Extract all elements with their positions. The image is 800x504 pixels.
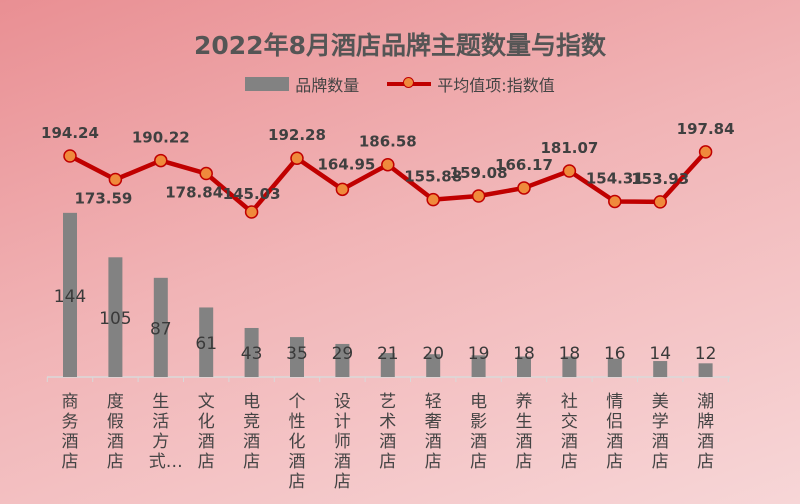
bar [380, 353, 395, 377]
line-marker [154, 153, 168, 168]
line-marker [290, 151, 304, 165]
line-marker [63, 149, 77, 163]
x-tick-label: 电竞酒店 [243, 392, 261, 472]
line-marker [653, 195, 667, 209]
line-marker [608, 194, 622, 209]
line-value-label: 186.58 [359, 133, 417, 151]
x-tick-label: 美学酒店 [651, 392, 669, 472]
x-tick-label: 文化酒店 [197, 392, 215, 472]
line-marker [108, 172, 123, 187]
bar [607, 358, 622, 377]
bar [653, 361, 668, 377]
x-tick-label: 设计师酒店 [333, 392, 351, 492]
bar [199, 307, 214, 377]
legend-line-swatch [387, 77, 432, 88]
line-marker [426, 192, 440, 207]
bar-value-label: 19 [468, 344, 490, 364]
x-tick-label: 养生酒店 [515, 392, 533, 472]
bar-value-label: 16 [604, 344, 626, 364]
line-marker [562, 164, 577, 178]
x-tick-label: 艺术酒店 [379, 392, 397, 472]
bar-value-label: 61 [195, 334, 217, 354]
bar-value-label: 35 [286, 344, 308, 364]
x-tick-label: 潮牌酒店 [697, 392, 715, 472]
bar [698, 363, 713, 377]
bar [426, 354, 441, 377]
bar [471, 355, 486, 377]
line-value-label: 192.28 [268, 126, 326, 144]
line-value-label: 178.84 [165, 184, 223, 202]
line-value-label: 190.22 [132, 129, 190, 147]
line-marker [471, 189, 486, 203]
bar [290, 337, 304, 377]
line-marker [381, 157, 395, 172]
line-value-label: 154.31 [586, 169, 644, 187]
x-tick-label: 个性化酒店 [288, 392, 306, 492]
bar [517, 356, 531, 377]
line-value-label: 155.88 [404, 168, 462, 186]
bar [562, 356, 577, 377]
line-marker [335, 182, 350, 197]
x-tick-label: 电影酒店 [470, 392, 488, 472]
line-value-label: 145.03 [223, 185, 281, 203]
bar [335, 343, 350, 377]
line-marker [199, 166, 213, 181]
legend-label: 品牌数量 [295, 76, 360, 95]
x-tick-label: 情侣酒店 [606, 392, 624, 472]
line-value-label: 159.08 [450, 164, 508, 182]
bar-value-label: 12 [695, 344, 717, 364]
bar-value-label: 144 [54, 287, 86, 307]
bar-value-label: 43 [241, 344, 263, 364]
bar-value-label: 18 [513, 344, 535, 364]
bar-value-label: 29 [332, 344, 354, 364]
line-value-label: 153.93 [631, 170, 689, 188]
bar [244, 327, 259, 377]
bar [153, 277, 168, 377]
legend: 品牌数量 平均值项:指数值 [0, 72, 800, 96]
line-marker [698, 145, 713, 159]
line-value-label: 166.17 [495, 156, 553, 174]
line-marker [517, 181, 531, 195]
bar-value-label: 14 [649, 344, 671, 364]
bar [108, 257, 123, 377]
line-marker [244, 205, 259, 219]
bar-value-label: 20 [422, 344, 444, 364]
x-tick-label: 生活方式… [148, 392, 183, 472]
legend-bar-swatch [245, 77, 290, 91]
line-value-label: 194.24 [41, 124, 99, 142]
bar [63, 212, 77, 377]
x-tick-label: 商务酒店 [61, 392, 79, 472]
line-value-label: 181.07 [540, 139, 598, 157]
line-value-label: 173.59 [74, 189, 132, 207]
legend-item-line: 平均值项:指数值 [387, 72, 555, 96]
legend-label: 平均值项:指数值 [437, 76, 555, 95]
bar-value-label: 105 [99, 309, 131, 329]
line-value-label: 197.84 [677, 120, 735, 138]
chart-title: 2022年8月酒店品牌主题数量与指数 [194, 31, 606, 60]
x-tick-label: 社交酒店 [560, 392, 578, 472]
bar-value-label: 87 [150, 319, 172, 339]
bar-value-label: 21 [377, 344, 399, 364]
bar-value-label: 18 [559, 344, 581, 364]
x-tick-label: 轻奢酒店 [424, 392, 442, 472]
legend-item-bar: 品牌数量 [245, 72, 359, 96]
line-value-label: 164.95 [317, 155, 375, 173]
x-tick-label: 度假酒店 [106, 392, 124, 472]
